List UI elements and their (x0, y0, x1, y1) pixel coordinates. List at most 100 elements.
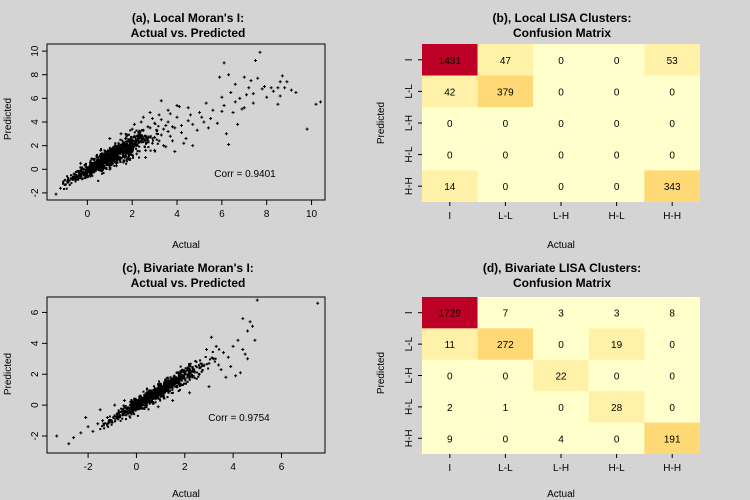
data-point (79, 161, 83, 165)
heatmap-cell (422, 170, 478, 202)
cell-value: 14 (444, 182, 456, 193)
data-point (117, 152, 120, 155)
data-point (119, 150, 122, 153)
cell-value: 0 (503, 372, 509, 383)
data-point (112, 152, 115, 155)
data-point (132, 402, 135, 405)
data-point (150, 401, 153, 404)
data-point (131, 153, 134, 156)
data-point (110, 151, 113, 154)
data-point (128, 148, 130, 151)
data-point (251, 92, 255, 96)
data-point (123, 154, 126, 157)
data-point (133, 397, 136, 400)
data-point (171, 381, 174, 384)
data-point (149, 395, 153, 399)
data-point (128, 140, 131, 143)
data-point (97, 157, 100, 160)
data-point (181, 368, 184, 371)
data-point (142, 401, 145, 404)
data-point (126, 412, 129, 415)
data-point (148, 393, 150, 396)
data-point (243, 352, 247, 356)
data-point (161, 389, 164, 392)
data-point (305, 127, 309, 131)
data-point (147, 141, 150, 144)
heatmap-cell (588, 359, 645, 392)
data-point (170, 385, 173, 388)
data-point (123, 145, 126, 148)
data-point (144, 134, 146, 137)
data-point (90, 157, 94, 161)
data-point (222, 351, 225, 355)
data-point (177, 105, 181, 109)
data-point (124, 405, 127, 407)
panel-c-scatter: (c), Bivariate Moran's I: Actual vs. Pre… (3, 261, 326, 500)
data-point (116, 145, 118, 148)
data-point (108, 167, 112, 171)
data-point (77, 178, 80, 181)
data-point (147, 391, 150, 394)
data-point (70, 182, 73, 185)
data-point (122, 142, 125, 145)
data-point (140, 136, 143, 139)
heatmap-cell (533, 297, 589, 329)
data-point (238, 371, 242, 375)
data-point (103, 152, 107, 156)
data-point (102, 172, 105, 174)
data-point (176, 382, 179, 385)
data-point (111, 158, 114, 160)
cell-value: 0 (558, 56, 564, 67)
heatmap-cell (422, 297, 478, 329)
data-point (146, 137, 149, 140)
x-tick-label: 0 (134, 462, 140, 473)
heatmap-cell (533, 391, 589, 423)
data-point (127, 158, 130, 161)
heatmap-cell (588, 170, 645, 202)
data-point (79, 166, 82, 169)
data-point (162, 127, 166, 131)
data-point (229, 91, 233, 94)
data-point (231, 344, 235, 348)
data-point (156, 405, 160, 409)
data-point (67, 442, 71, 446)
data-point (156, 142, 159, 145)
data-point (240, 107, 244, 111)
data-point (169, 376, 172, 379)
data-point (155, 132, 159, 136)
data-point (246, 329, 250, 333)
data-point (143, 406, 146, 409)
data-point (121, 143, 124, 146)
data-point (191, 369, 194, 372)
data-point (124, 140, 127, 143)
point-cloud (99, 348, 221, 431)
data-point (175, 377, 178, 380)
data-point (124, 132, 127, 135)
data-point (157, 392, 160, 395)
cell-value: 379 (497, 87, 514, 98)
data-point (110, 164, 113, 167)
data-point (173, 150, 177, 153)
data-point (68, 183, 71, 186)
x-tick-label: I (448, 463, 451, 474)
data-point (182, 377, 184, 380)
data-point (68, 179, 71, 182)
data-point (159, 99, 163, 103)
data-point (129, 416, 132, 419)
data-point (241, 348, 245, 351)
data-point (137, 408, 140, 411)
data-point (133, 401, 136, 404)
data-point (79, 177, 82, 180)
data-point (207, 385, 211, 389)
x-tick-label: H-H (663, 463, 681, 474)
panel-d-heatmap: (d), Bivariate LISA Clusters: Confusion … (376, 261, 700, 500)
data-point (124, 153, 127, 156)
data-point (98, 408, 102, 412)
data-point (86, 176, 89, 179)
data-point (171, 377, 174, 380)
data-point (144, 401, 147, 404)
data-point (316, 301, 320, 305)
data-point (160, 385, 163, 388)
data-point (147, 394, 150, 397)
